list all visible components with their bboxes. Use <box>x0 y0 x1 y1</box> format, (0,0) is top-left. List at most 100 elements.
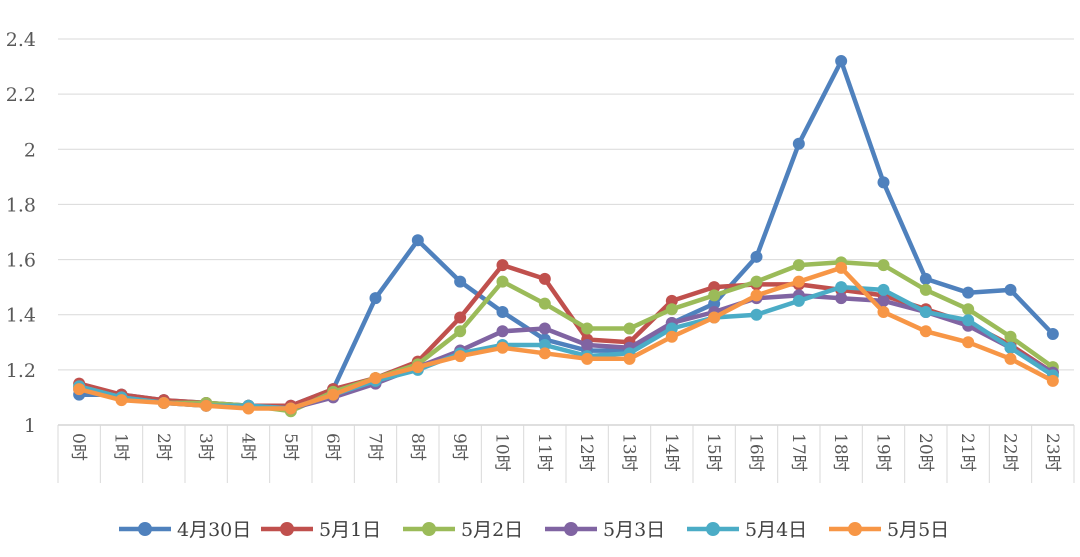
data-point <box>835 292 848 305</box>
x-tick-label: 1时 <box>111 433 131 461</box>
x-tick-label: 8时 <box>407 433 427 461</box>
y-tick-label: 1.2 <box>6 360 36 382</box>
data-point <box>581 322 594 335</box>
series-lines <box>73 55 1059 418</box>
data-point <box>877 259 890 272</box>
data-point <box>962 303 975 316</box>
data-point <box>496 305 509 318</box>
x-tick-label: 17时 <box>788 433 808 472</box>
data-point <box>242 402 255 415</box>
series-line <box>76 284 1056 411</box>
data-point <box>877 294 890 307</box>
x-tick-label: 12时 <box>576 433 596 472</box>
data-point <box>792 275 805 288</box>
x-tick-label: 6时 <box>322 433 342 461</box>
data-point <box>454 350 467 363</box>
data-point <box>369 292 382 305</box>
legend-marker <box>422 522 436 536</box>
data-point <box>581 352 594 365</box>
data-point <box>327 388 340 401</box>
x-tick-label: 11时 <box>534 433 554 472</box>
data-point <box>962 336 975 349</box>
data-point <box>708 297 721 310</box>
data-point <box>962 314 975 327</box>
data-point <box>835 261 848 274</box>
x-tick-label: 2时 <box>153 433 173 461</box>
y-tick-label: 2 <box>24 139 36 161</box>
legend-marker <box>138 522 152 536</box>
data-point <box>411 234 424 247</box>
legend-marker <box>280 522 294 536</box>
legend-item: 4月30日 <box>119 519 251 541</box>
data-point <box>1046 328 1059 341</box>
data-point <box>750 308 763 321</box>
data-point <box>665 322 678 335</box>
data-point <box>496 259 509 272</box>
legend-label: 4月30日 <box>177 519 251 541</box>
data-point <box>919 283 932 296</box>
data-point <box>835 281 848 294</box>
data-point <box>454 325 467 338</box>
data-point <box>538 322 551 335</box>
data-point <box>496 325 509 338</box>
data-point <box>835 55 848 68</box>
data-point <box>538 297 551 310</box>
data-point <box>454 275 467 288</box>
data-point <box>581 339 594 352</box>
legend-marker <box>706 522 720 536</box>
legend-item: 5月5日 <box>829 519 949 541</box>
legend-marker <box>848 522 862 536</box>
series-line <box>76 265 1056 411</box>
legend-label: 5月1日 <box>319 519 381 541</box>
data-point <box>750 289 763 302</box>
y-tick-label: 1.8 <box>6 194 36 216</box>
y-tick-label: 1.6 <box>6 250 36 272</box>
x-tick-label: 23时 <box>1042 433 1062 472</box>
data-point <box>623 322 636 335</box>
data-point <box>919 305 932 318</box>
data-point <box>623 352 636 365</box>
x-tick-label: 19时 <box>873 433 893 472</box>
data-point <box>665 303 678 316</box>
data-point <box>538 347 551 360</box>
data-point <box>877 176 890 189</box>
x-tick-label: 3时 <box>195 433 215 461</box>
data-point <box>496 275 509 288</box>
data-point <box>538 272 551 285</box>
x-tick-label: 5时 <box>280 433 300 461</box>
data-point <box>792 259 805 272</box>
legend-marker <box>564 522 578 536</box>
data-point <box>1004 341 1017 354</box>
x-tick-label: 7时 <box>365 433 385 461</box>
data-point <box>115 394 128 407</box>
legend-item: 5月3日 <box>545 519 665 541</box>
y-tick-label: 1 <box>24 415 36 437</box>
data-point <box>1004 283 1017 296</box>
x-tick-label: 0时 <box>68 433 88 461</box>
data-point <box>708 289 721 302</box>
legend-item: 5月1日 <box>261 519 381 541</box>
y-tick-label: 1.4 <box>6 305 36 327</box>
data-point <box>792 294 805 307</box>
series-5 <box>73 281 1059 415</box>
data-point <box>792 137 805 150</box>
x-tick-label: 22时 <box>1000 433 1020 472</box>
data-point <box>708 281 721 294</box>
y-tick-label: 2.2 <box>6 84 36 106</box>
data-point <box>369 372 382 385</box>
x-axis-ticks: 0时 1时 2时 3时 4时 5时 6时 7时 8时 9时 10时 11时 12时 13时 14时 15时 16… <box>68 433 1062 472</box>
data-point <box>157 396 170 409</box>
data-point <box>538 339 551 352</box>
data-point <box>665 294 678 307</box>
grid-lines <box>57 38 1075 483</box>
data-point <box>877 305 890 318</box>
data-point <box>1004 330 1017 343</box>
x-tick-label: 21时 <box>957 433 977 472</box>
legend-label: 5月3日 <box>603 519 665 541</box>
y-tick-label: 2.4 <box>6 29 36 51</box>
x-tick-label: 20时 <box>915 433 935 472</box>
x-tick-label: 15时 <box>703 433 723 472</box>
data-point <box>496 341 509 354</box>
x-tick-label: 16时 <box>746 433 766 472</box>
data-point <box>284 402 297 415</box>
